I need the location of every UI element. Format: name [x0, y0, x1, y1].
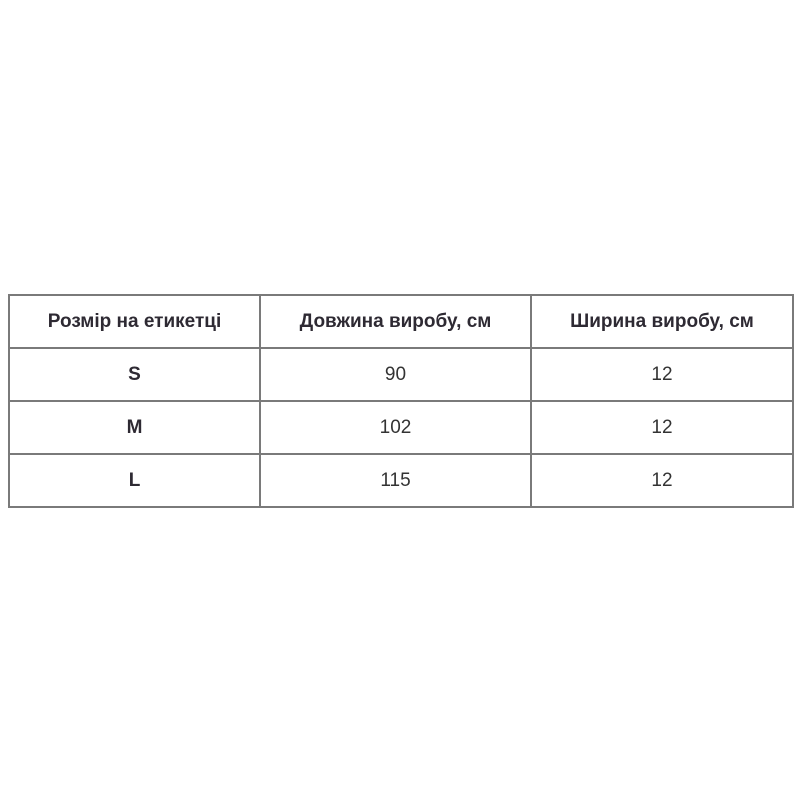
- header-size-label: Розмір на етикетці: [8, 294, 261, 349]
- table-row: S 90 12: [8, 347, 794, 402]
- cell-size: S: [8, 347, 261, 402]
- table-row: L 115 12: [8, 453, 794, 508]
- table-row: M 102 12: [8, 400, 794, 455]
- cell-width: 12: [530, 347, 794, 402]
- cell-size: M: [8, 400, 261, 455]
- header-width: Ширина виробу, см: [530, 294, 794, 349]
- cell-length: 90: [259, 347, 532, 402]
- header-length: Довжина виробу, см: [259, 294, 532, 349]
- cell-length: 102: [259, 400, 532, 455]
- header-row: Розмір на етикетці Довжина виробу, см Ши…: [8, 294, 794, 349]
- cell-width: 12: [530, 453, 794, 508]
- cell-length: 115: [259, 453, 532, 508]
- size-table: Розмір на етикетці Довжина виробу, см Ши…: [8, 294, 794, 508]
- cell-size: L: [8, 453, 261, 508]
- cell-width: 12: [530, 400, 794, 455]
